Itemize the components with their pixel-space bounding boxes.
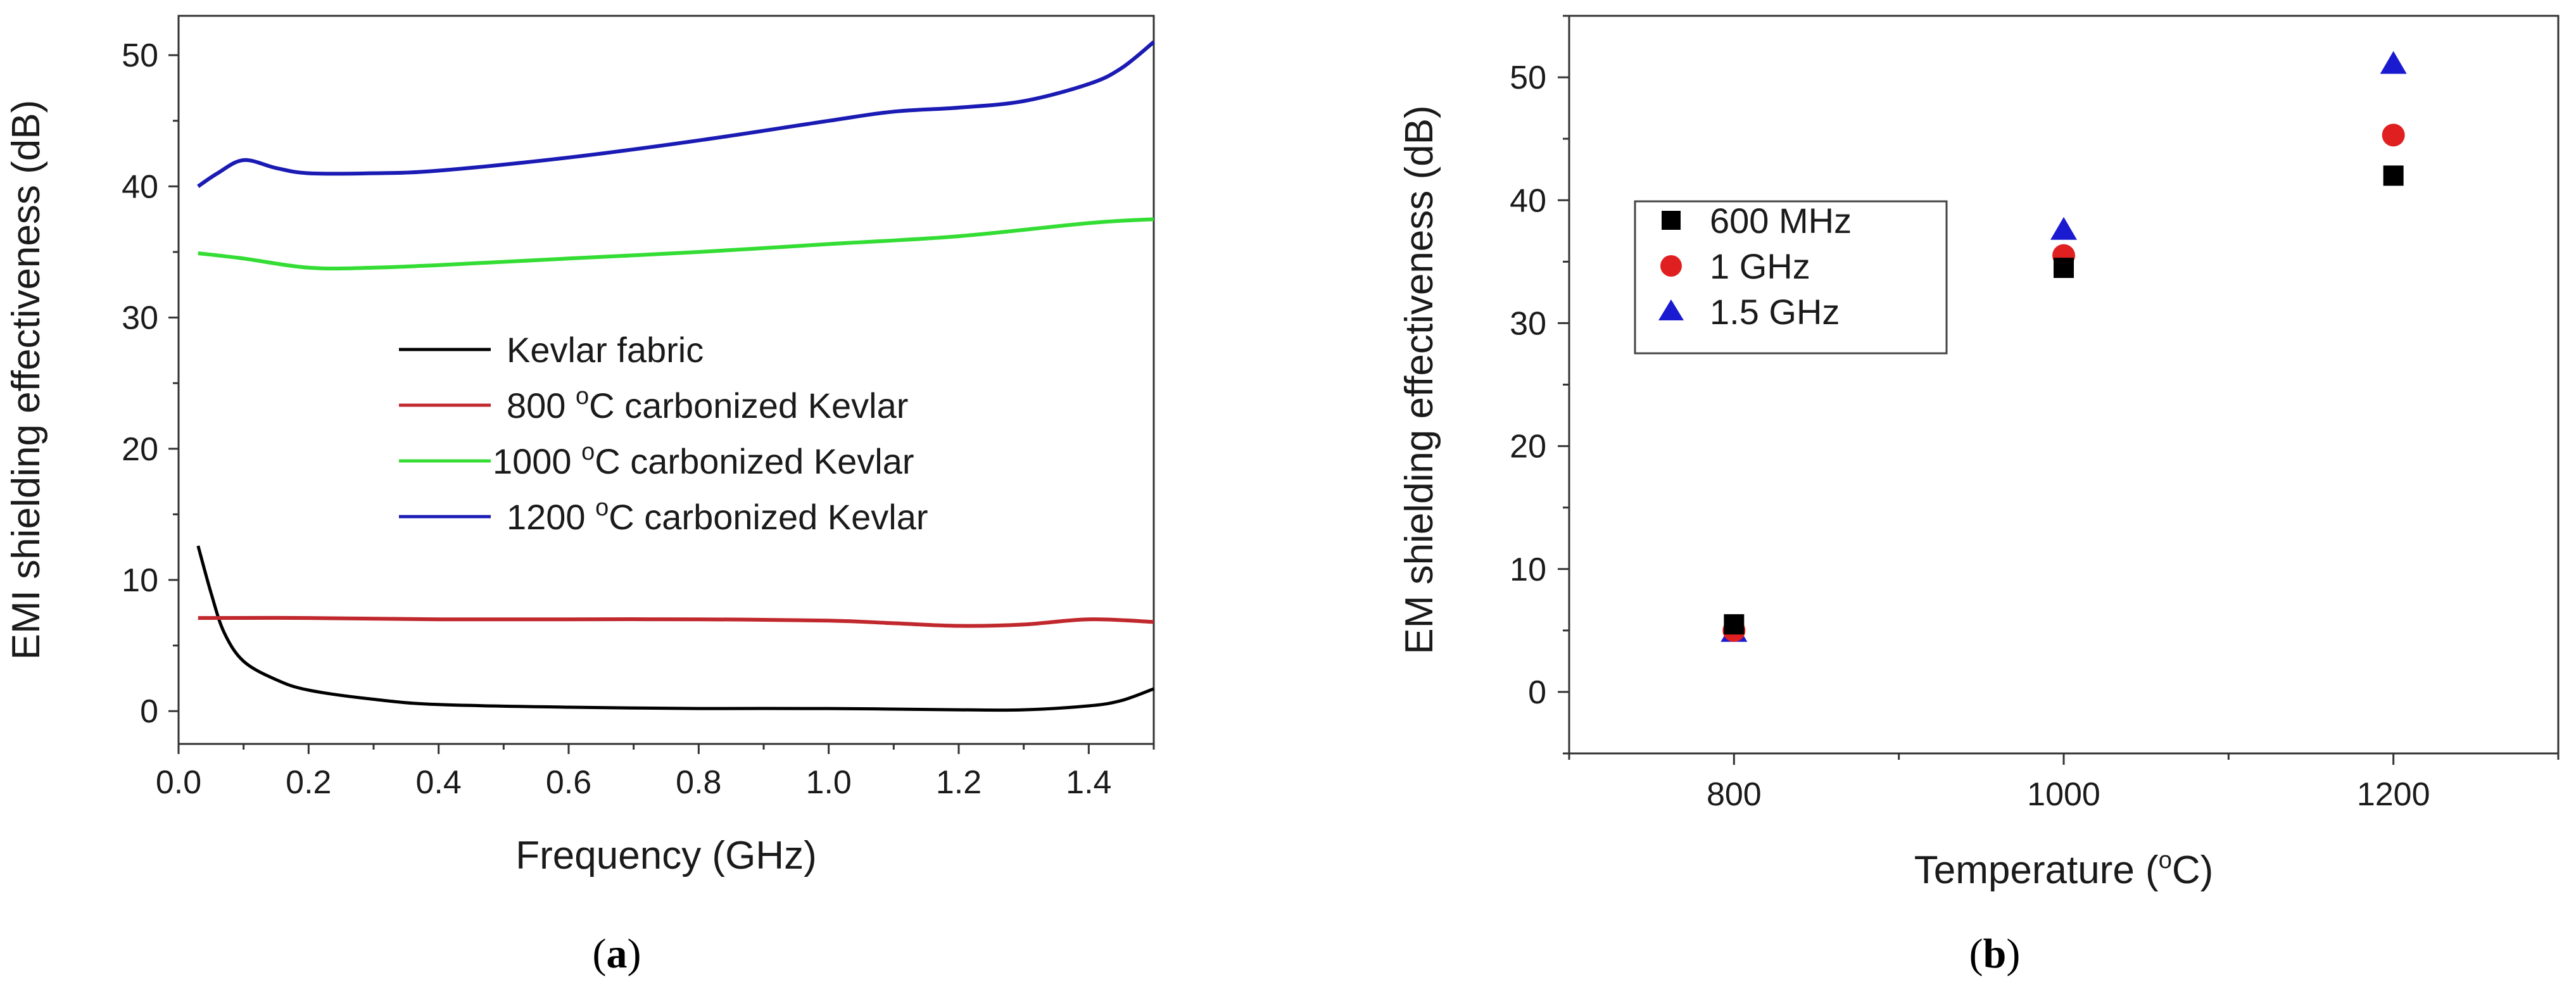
legend-entry: 800 oC carbonized Kevlar [399,383,908,425]
panel-a-caption-letter: a [607,931,628,977]
panel-a-x-tick-label: 0.6 [546,764,591,801]
legend-label-suffix: C carbonized Kevlar [595,441,914,481]
legend-label-suffix: Kevlar fabric [507,330,704,370]
legend-entry: 1.5 GHz [1658,292,1840,332]
panel-a-x-tick-label: 1.0 [806,764,852,801]
panel-b-y-tick-label: 50 [1510,60,1546,96]
panel-a-series-line-1 [198,615,1154,628]
panel-a-chart: 0.0 0.2 0.4 0.6 0.8 1.0 1.2 1.4 0 10 20 30 40 50 Fre… [4,15,1155,977]
panel-b-legend: 600 MHz 1 GHz 1.5 GHz [1634,200,1948,355]
panel-a-y-tick-label: 40 [122,168,158,205]
panel-b-y-ticks: 0 10 20 30 40 50 [1510,15,1569,755]
legend-label-1000: 1000 oC carbonized Kevlar [493,439,914,481]
panel-b-point-1ghz [2382,123,2405,147]
panel-b-x-tick-label: 1200 [2357,776,2430,813]
legend-marker-triangle-icon [1658,299,1684,320]
panel-b-y-tick-label: 0 [1528,674,1546,711]
panel-b-point-600mhz [2383,165,2404,186]
panel-a-y-tick-label: 20 [122,431,158,468]
legend-label-degree: o [581,439,595,465]
panel-b-x-ticks: 800 1000 1200 [1568,753,2560,813]
panel-b-y-tick-label: 30 [1510,305,1546,342]
legend-label-suffix: C carbonized Kevlar [589,386,908,425]
legend-label-degree: o [576,383,589,410]
panel-a-axes-frame [177,15,1155,744]
panel-b-point-600mhz [2054,258,2074,279]
panel-a-series-line-0 [196,545,1154,712]
legend-entry: 1 GHz [1660,246,1810,286]
panel-a-series-line-2 [198,217,1154,271]
panel-b-y-tick-label: 40 [1510,182,1546,219]
panel-a-x-tick-label: 0.0 [156,764,201,801]
panel-b-x-tick-label: 800 [1707,776,1762,813]
panel-b-x-axis-title: Temperature (oC) [1914,847,2214,892]
panel-b-point-1-5ghz [2380,51,2407,74]
legend-label-1ghz: 1 GHz [1710,246,1810,286]
legend-label-1200: 1200 oC carbonized Kevlar [507,494,928,537]
legend-label-600mhz: 600 MHz [1710,201,1852,241]
panel-a-x-tick-label: 0.2 [286,764,331,801]
panel-a-x-ticks: 0.0 0.2 0.4 0.6 0.8 1.0 1.2 1.4 [156,744,1155,801]
panel-a-caption: (a) [593,931,641,977]
panel-a-x-tick-label: 0.8 [676,764,721,801]
panel-b-y-axis-title: EM shielding effectiveness (dB) [1398,105,1441,654]
panel-a-y-tick-label: 0 [140,693,158,730]
legend-entry: 1200 oC carbonized Kevlar [399,494,928,537]
panel-b-caption-letter: b [1983,931,2007,977]
panel-a-y-tick-label: 50 [122,37,158,74]
legend-label-prefix: 1000 [493,441,581,481]
legend-entry: Kevlar fabric [399,330,704,370]
panel-b-y-tick-label: 10 [1510,551,1546,588]
legend-label-1-5ghz: 1.5 GHz [1710,292,1840,332]
legend-marker-square-icon [1662,211,1681,230]
legend-label-prefix: 800 [507,386,576,425]
panel-b-y-tick-label: 20 [1510,429,1546,465]
panel-b-x-tick-label: 1000 [2027,776,2100,813]
legend-entry: 600 MHz [1662,201,1852,241]
panel-b-point-1-5ghz [2050,217,2077,240]
panel-b-caption: (b) [1969,931,2021,977]
panel-a-y-ticks: 0 10 20 30 40 50 [122,37,179,730]
panel-b-x-axis-title-suffix: C) [2172,848,2213,892]
panel-a-y-axis-title: EMI shielding effectiveness (dB) [4,100,48,660]
panel-a-x-axis-title: Frequency (GHz) [515,834,816,878]
legend-label-suffix: C carbonized Kevlar [609,497,928,537]
panel-b-legend-box [1634,200,1948,355]
panel-b-chart: 800 1000 1200 0 10 20 30 40 50 Temperature (oC)… [1398,15,2560,977]
panel-a-legend: Kevlar fabric 800 oC carbonized Kevlar 1… [399,330,928,537]
legend-marker-circle-icon [1660,255,1682,277]
panel-a-series-group [196,41,1155,712]
legend-entry: 1000 oC carbonized Kevlar [399,439,914,481]
panel-b-axes-frame [1568,15,2560,753]
panel-a-series-line-3 [197,41,1155,188]
panel-a-x-tick-label: 1.2 [936,764,982,801]
panel-a-y-tick-label: 10 [122,562,158,599]
legend-label-degree: o [595,494,609,521]
legend-label-prefix: 1200 [507,497,595,537]
legend-label-800: 800 oC carbonized Kevlar [507,383,908,425]
panel-b-x-axis-title-degree: o [2159,847,2172,874]
panel-a-y-tick-label: 30 [122,300,158,337]
panel-b-point-600mhz [1724,614,1745,635]
panel-a-x-tick-label: 1.4 [1066,764,1111,801]
panel-b-x-axis-title-prefix: Temperature ( [1914,848,2159,892]
legend-label-kevlar-fabric: Kevlar fabric [507,330,704,370]
panel-a-x-tick-label: 0.4 [416,764,462,801]
panel-b-series-group [1720,51,2407,642]
